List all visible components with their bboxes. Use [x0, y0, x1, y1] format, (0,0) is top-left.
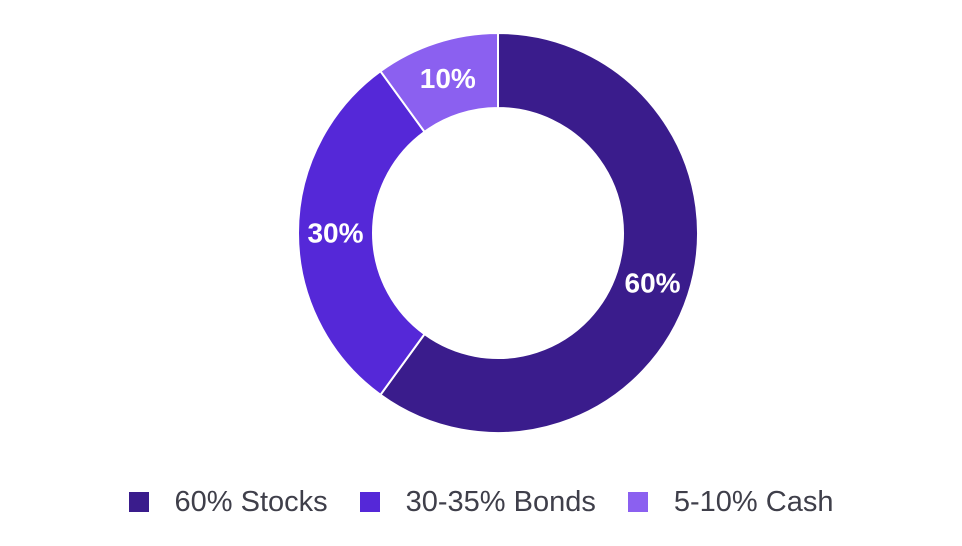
slice-label-stocks: 60%	[625, 268, 681, 299]
legend-label-stocks: 60% Stocks	[174, 485, 328, 518]
legend-swatch-cash	[627, 492, 648, 512]
slice-label-bonds: 30%	[307, 218, 363, 249]
slice-labels-group: 60% 30% 10%	[307, 63, 680, 299]
slices-group	[297, 31, 699, 434]
legend-label-bonds: 30-35% Bonds	[405, 485, 596, 518]
legend-label-cash: 5-10% Cash	[673, 485, 834, 518]
legend-item-stocks: 60% Stocks	[128, 485, 328, 519]
legend-swatch-bonds	[359, 492, 380, 512]
legend-item-cash: 5-10% Cash	[627, 485, 834, 519]
legend: 60% Stocks 30-35% Bonds 5-10% Cash	[0, 480, 962, 524]
legend-item-bonds: 30-35% Bonds	[359, 485, 596, 519]
slice-cash	[379, 31, 499, 134]
slice-label-cash: 10%	[420, 63, 476, 94]
slice-bonds	[297, 69, 426, 397]
legend-swatch-stocks	[128, 492, 149, 512]
slice-stocks	[379, 31, 699, 434]
